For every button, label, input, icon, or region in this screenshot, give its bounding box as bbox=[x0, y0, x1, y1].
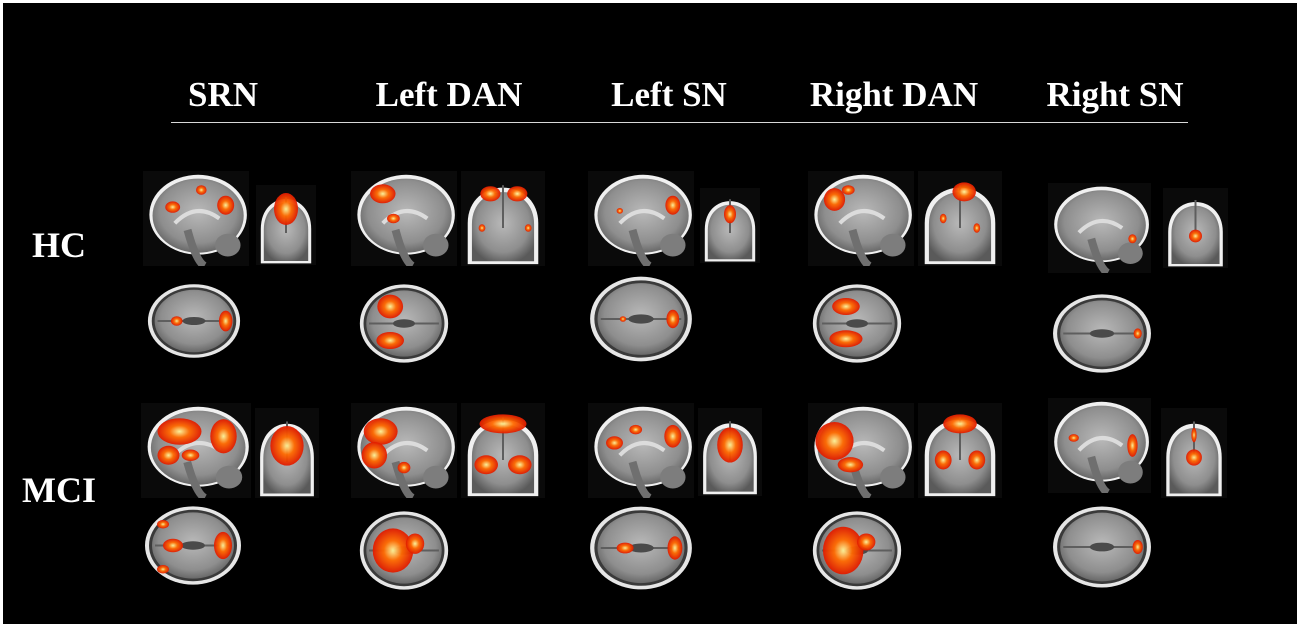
row-label-hc: HC bbox=[32, 225, 86, 265]
brain-slice-mci-right-sn-axial bbox=[1051, 503, 1153, 591]
brain-slice-mci-left-dan-coronal bbox=[461, 403, 545, 498]
column-title-right-sn: Right SN bbox=[1046, 75, 1184, 114]
brain-slice-hc-right-dan-sagittal bbox=[808, 171, 914, 266]
brain-slice-mci-right-dan-coronal bbox=[918, 403, 1002, 498]
brain-slice-mci-left-dan-sagittal bbox=[351, 403, 457, 498]
brain-slice-hc-right-sn-coronal bbox=[1163, 188, 1228, 268]
brain-slice-mci-right-dan-sagittal bbox=[808, 403, 914, 498]
brain-slice-hc-left-dan-axial bbox=[358, 281, 450, 366]
brain-slice-mci-left-sn-axial bbox=[588, 503, 694, 593]
brain-slice-hc-right-sn-sagittal bbox=[1048, 183, 1151, 273]
column-title-left-dan: Left DAN bbox=[375, 75, 523, 114]
header-divider bbox=[171, 122, 1188, 123]
brain-slice-hc-srn-coronal bbox=[256, 185, 316, 265]
column-title-srn: SRN bbox=[187, 75, 259, 114]
brain-slice-mci-srn-axial bbox=[143, 503, 243, 588]
row-label-mci: MCI bbox=[22, 470, 96, 510]
brain-slice-mci-srn-coronal bbox=[255, 408, 319, 498]
brain-slice-mci-right-sn-sagittal bbox=[1048, 398, 1151, 493]
brain-slice-hc-right-dan-axial bbox=[811, 281, 903, 366]
brain-slice-hc-left-dan-sagittal bbox=[351, 171, 457, 266]
brain-slice-hc-right-dan-coronal bbox=[918, 171, 1002, 266]
brain-slice-mci-right-dan-axial bbox=[811, 508, 903, 593]
column-title-right-dan: Right DAN bbox=[809, 75, 979, 114]
column-title-left-sn: Left SN bbox=[611, 75, 727, 114]
brain-slice-hc-srn-axial bbox=[146, 281, 242, 361]
brain-slice-hc-srn-sagittal bbox=[143, 171, 249, 266]
brain-slice-mci-right-sn-coronal bbox=[1161, 408, 1227, 498]
figure-panel: SRN Left DAN Left SN Right DAN Right SN … bbox=[3, 3, 1297, 624]
brain-slice-mci-srn-sagittal bbox=[141, 403, 251, 498]
brain-slice-mci-left-sn-sagittal bbox=[588, 403, 694, 498]
brain-slice-mci-left-sn-coronal bbox=[698, 408, 762, 496]
brain-slice-hc-left-sn-coronal bbox=[700, 188, 760, 263]
brain-slice-hc-left-sn-axial bbox=[588, 273, 694, 365]
brain-slice-mci-left-dan-axial bbox=[358, 508, 450, 593]
brain-slice-hc-right-sn-axial bbox=[1051, 291, 1153, 376]
brain-slice-hc-left-sn-sagittal bbox=[588, 171, 694, 266]
brain-slice-hc-left-dan-coronal bbox=[461, 171, 545, 266]
